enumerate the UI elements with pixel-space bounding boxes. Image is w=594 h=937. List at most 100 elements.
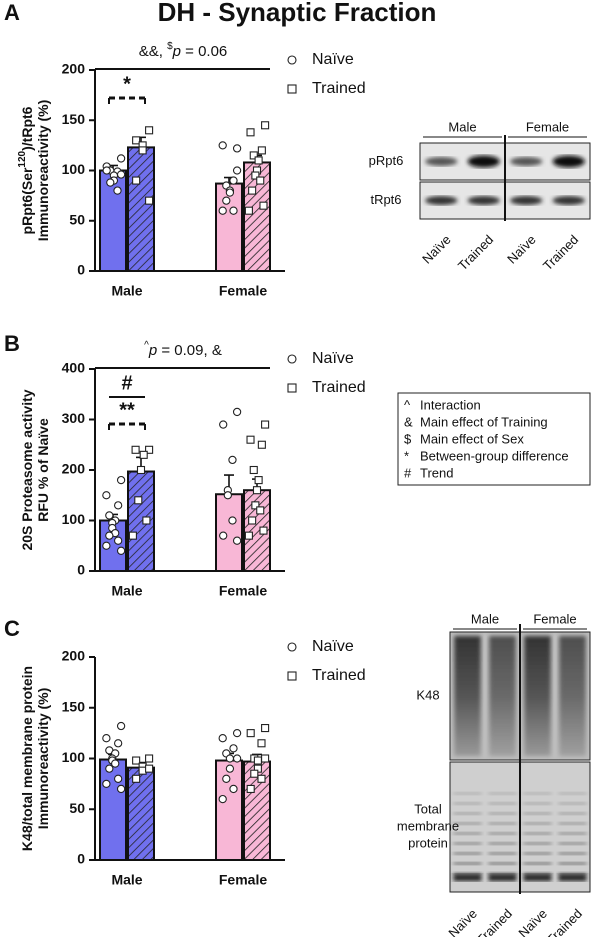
blot-band [510,157,543,166]
x-tick-label: Female [219,283,267,299]
bar [127,146,155,272]
blot-smear [524,636,551,756]
point [246,128,255,137]
x-tick-label: Male [111,583,142,599]
blot-lane-label: Trained [540,232,581,273]
key-symbol: $ [404,431,412,446]
point [219,420,228,429]
point [116,546,126,555]
point [116,784,126,794]
y-tick-label: 300 [62,410,86,426]
blot-row-label: K48 [416,687,439,702]
rich-text: Immunoreactivity (%) [35,688,51,830]
panel-letter: C [4,616,20,641]
point [257,146,266,155]
legend-marker [287,84,297,94]
point [257,739,266,748]
blot-band [488,792,517,795]
blot-band [453,812,482,815]
y-tick-label: 50 [69,211,85,227]
rich-text: Immunoreactivity (%) [35,100,51,242]
key-symbol: ^ [404,397,411,412]
key-text: Main effect of Training [420,414,548,429]
point [252,486,262,495]
blot-band [558,842,587,845]
text-part: ^ [144,340,149,351]
blot-band [523,802,552,805]
point [232,144,242,153]
blot-row-label: pRpt6 [369,153,404,168]
text-part: RFU % of Naïve [35,418,51,522]
key-symbol: & [404,414,413,429]
point [225,754,235,763]
legend-marker [287,55,297,65]
point [246,784,255,794]
text-part: = 0.09, & [157,342,222,359]
legend-marker [287,642,297,652]
text-part: K48/total membrane protein [19,666,35,851]
point [132,756,141,765]
blot-band [453,874,482,881]
blot-band [453,802,482,805]
blot-band [558,822,587,825]
blot-band [467,196,500,205]
text-part: 20S Proteasome activity [19,389,35,550]
point [222,196,231,205]
y-tick-label: 100 [62,161,86,177]
point [114,774,123,783]
blot-band [523,874,552,881]
point [248,516,257,525]
x-tick-label: Male [111,283,142,299]
point [223,491,232,500]
bar [127,766,155,862]
point [256,176,265,185]
key-text: Main effect of Sex [420,431,524,446]
point [142,516,151,525]
point [113,186,122,195]
point [232,754,242,763]
legend-marker [287,671,297,681]
text-part: Immunoreactivity (%) [35,100,51,242]
point [132,136,141,145]
point [218,734,227,743]
point [111,759,120,768]
blot-band [488,874,517,881]
point [218,206,227,215]
blot-band [523,822,552,825]
point [246,729,255,738]
point [136,465,146,475]
point [244,206,253,215]
point [102,734,111,743]
point [106,178,115,187]
point [229,176,238,185]
point [145,445,154,454]
point [249,151,258,160]
point [229,206,238,215]
point [225,764,235,773]
point [254,476,263,485]
blot-band [558,812,587,815]
key-box [397,392,591,486]
blot-band [510,196,543,205]
blot-smear [489,636,516,756]
point [114,739,123,748]
blot-band [558,872,587,875]
blot-band [488,862,517,865]
text-part: pRpt6(Ser [19,167,35,234]
comparison-label: * [123,73,131,95]
text-part: p [172,43,181,60]
blot-group-label: Male [448,119,476,134]
blot-band [488,812,517,815]
blot-lane-label: Trained [474,906,515,937]
point [253,756,262,765]
blot-band [453,842,482,845]
text-part: 120 [17,150,28,167]
key-text: Between-group difference [420,448,569,463]
blot-group-label: Female [533,611,576,626]
y-tick-label: 150 [62,111,86,127]
blot-band [488,842,517,845]
blot-group-label: Male [471,611,499,626]
point [229,784,238,794]
point [145,196,154,205]
point [116,475,126,485]
